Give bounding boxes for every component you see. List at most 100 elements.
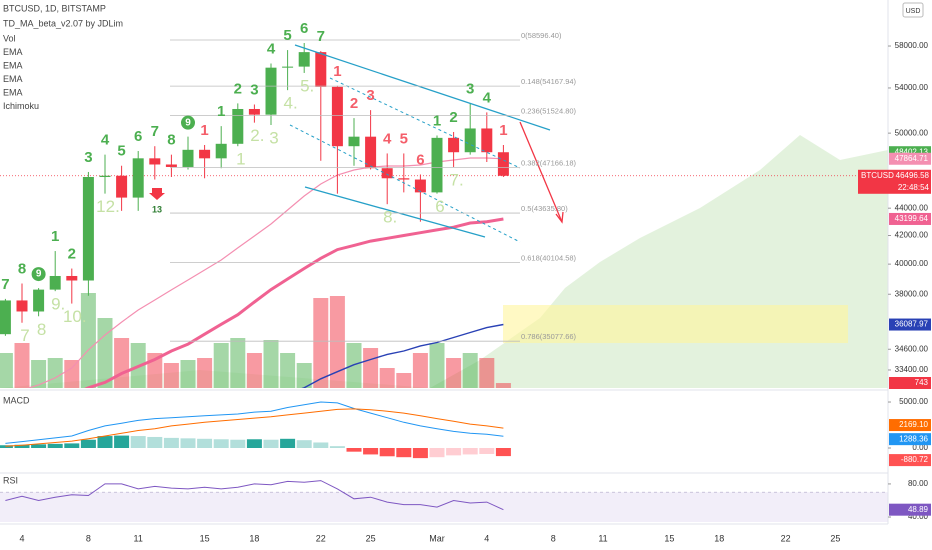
td-up-count: 5 (283, 27, 291, 44)
series-price-label: 47864.71 (895, 154, 929, 163)
candle-body (66, 275, 78, 281)
td-circle (181, 115, 195, 130)
series-price-label: 43199.64 (895, 214, 929, 223)
td-countdown: 12. (96, 197, 120, 216)
indicator-name: TD_MA_beta_v2.07 by JDLim (3, 18, 123, 28)
macd-histogram-bar (14, 444, 30, 448)
td-countdown: 2. (250, 126, 264, 145)
series-price-label: 36087.97 (895, 320, 929, 329)
fib-label: 0.618(40104.58) (521, 254, 577, 263)
trend-line (329, 77, 521, 169)
x-tick-label: 4 (484, 533, 489, 543)
td-countdown: 1 (236, 150, 245, 169)
macd-histogram-bar (97, 436, 113, 448)
x-tick-label: 8 (551, 533, 556, 543)
candle-body (381, 168, 393, 179)
td-countdown: 7. (450, 170, 464, 189)
legend-item: Ichimoku (3, 101, 39, 111)
volume-bar (396, 373, 412, 388)
td-up-count: 6 (134, 128, 142, 145)
volume-bar (329, 296, 345, 388)
legend-item: EMA (3, 60, 23, 70)
volume-bar (462, 353, 478, 388)
rsi-title: RSI (3, 475, 18, 485)
macd-histogram-bar (280, 438, 296, 448)
fib-label: 0.382(47166.18) (521, 158, 577, 167)
td-up-count: 6 (300, 20, 308, 37)
volume-bar (80, 293, 96, 388)
countdown-mark: 13 (152, 204, 162, 214)
td-countdown: 3 (269, 128, 278, 147)
candle-body (398, 178, 410, 180)
clock: 22:48:54 (898, 183, 930, 192)
macd-histogram-bar (396, 448, 412, 458)
volume-bar (346, 343, 362, 388)
rsi-pane (0, 480, 888, 522)
price-label: 48402.13 (895, 147, 929, 156)
td-up-count: 8 (167, 132, 175, 149)
td-circle (31, 267, 46, 282)
candle-body (33, 289, 45, 312)
candle-body (132, 158, 144, 198)
volume-bar (263, 340, 279, 388)
candle-body (165, 164, 177, 167)
series-price-label-bg (889, 212, 931, 225)
candle-body (331, 86, 343, 147)
candle-body (431, 137, 443, 193)
candle-body (414, 179, 426, 193)
td-up-count: 5 (117, 143, 125, 160)
currency[interactable]: USD (906, 8, 921, 15)
fib-label: 0.786(35077.66) (521, 332, 577, 341)
y-tick-label: 54000.00 (895, 83, 929, 92)
y-tick-label: 40.00 (908, 512, 929, 521)
td-down-count: 1 (200, 122, 208, 139)
volume-bar (0, 353, 13, 388)
rsi-label-bg (889, 503, 931, 516)
td-down-count: 1 (333, 63, 341, 80)
x-tick-label: 25 (366, 533, 376, 543)
macd-label: 1288.36 (899, 434, 928, 443)
volume-bar (246, 353, 262, 388)
td-up-count: 1 (433, 112, 441, 129)
currency-button[interactable] (902, 2, 924, 18)
macd-label-bg (889, 433, 931, 446)
candle-body (464, 128, 476, 153)
volume-bar (31, 360, 47, 388)
fib-label: 0.5(43635.80) (521, 204, 568, 213)
rsi-line (5, 480, 504, 511)
signal-line (5, 408, 504, 447)
arrow (519, 121, 563, 223)
td-up-count: 7 (317, 28, 325, 45)
td-countdown: 4. (284, 94, 298, 113)
last-price-bg (858, 169, 931, 194)
candle-body (481, 128, 493, 153)
volume-label: 743 (915, 378, 929, 387)
candle-body (365, 136, 377, 169)
x-tick-label: 8 (86, 533, 91, 543)
macd-histogram-bar (313, 442, 329, 448)
volume-bar (446, 358, 462, 388)
td-countdown: 6 (435, 197, 444, 216)
legend-item: Vol (3, 33, 16, 43)
y-tick-label: 42000.00 (895, 231, 929, 240)
macd-histogram-bar (114, 435, 130, 448)
histogram-label: -880.72 (901, 455, 929, 464)
td-up-count: 9 (36, 269, 42, 280)
td-countdown: 8. (383, 208, 397, 227)
arrow-head (555, 211, 564, 224)
fib-label: 0(58596.40) (521, 31, 562, 40)
macd-title: MACD (3, 395, 30, 405)
volume-bar (412, 353, 428, 388)
candle-body (232, 108, 244, 144)
volume-bar (230, 338, 246, 388)
td-up-count: 2 (449, 109, 457, 126)
y-tick-label: 44000.00 (895, 203, 929, 212)
legend-item: EMA (3, 47, 23, 57)
x-tick-label: Mar (429, 533, 445, 543)
volume-bar (213, 343, 229, 388)
x-tick-label: 25 (830, 533, 840, 543)
td-down-count: 4 (383, 130, 392, 147)
x-tick-label: 15 (664, 533, 674, 543)
macd-histogram-bar (296, 440, 312, 448)
volume-bar (14, 343, 30, 388)
